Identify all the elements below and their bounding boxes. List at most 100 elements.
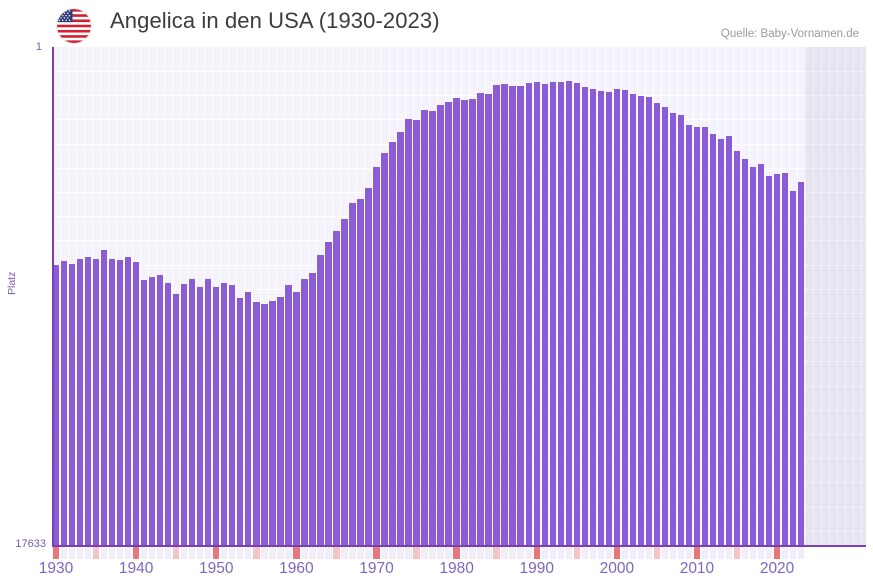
bar-1990[interactable] [533, 82, 540, 545]
bar-2018[interactable] [757, 163, 765, 545]
bar-1950[interactable] [213, 287, 220, 545]
bar-2007[interactable] [669, 113, 677, 545]
bar-1948[interactable] [197, 287, 204, 545]
bar-1995[interactable] [573, 83, 580, 545]
bar-1983[interactable] [477, 93, 484, 545]
bar-1991[interactable] [541, 84, 548, 545]
bar-1985[interactable] [493, 85, 500, 545]
bar-1998[interactable] [597, 91, 604, 545]
bar-1982[interactable] [469, 99, 476, 545]
bar-2016[interactable] [741, 159, 749, 545]
bar-1956[interactable] [261, 304, 268, 545]
bar-2021[interactable] [781, 172, 789, 545]
bar-1970[interactable] [373, 166, 380, 545]
bar-1977[interactable] [429, 111, 436, 545]
gridline-vertical [76, 47, 78, 545]
bar-2019[interactable] [765, 175, 773, 545]
bar-2022[interactable] [789, 190, 797, 545]
bar-1954[interactable] [245, 292, 252, 545]
bar-2002[interactable] [629, 94, 637, 545]
bar-1971[interactable] [381, 153, 388, 545]
bar-1967[interactable] [349, 202, 356, 545]
bar-1984[interactable] [485, 94, 492, 545]
bar-1969[interactable] [365, 187, 372, 545]
x-tick-1995 [573, 547, 580, 559]
gridline-vertical [524, 47, 526, 545]
bar-1957[interactable] [269, 301, 276, 545]
bar-1955[interactable] [253, 302, 260, 545]
bar-2000[interactable] [613, 89, 621, 545]
bar-1958[interactable] [277, 297, 284, 545]
bar-2012[interactable] [709, 134, 717, 545]
x-tick-2007 [669, 547, 677, 559]
bar-2006[interactable] [661, 107, 669, 545]
bar-1965[interactable] [333, 230, 340, 545]
bar-1981[interactable] [461, 100, 468, 545]
bar-1930[interactable] [52, 265, 60, 545]
bar-1932[interactable] [68, 264, 76, 545]
bar-1960[interactable] [293, 292, 300, 545]
bar-1936[interactable] [100, 250, 108, 545]
bar-1942[interactable] [148, 277, 156, 545]
bar-1987[interactable] [509, 86, 516, 545]
bar-1946[interactable] [180, 284, 188, 545]
bar-1975[interactable] [413, 120, 420, 545]
bar-1978[interactable] [437, 105, 444, 545]
bar-2015[interactable] [733, 151, 741, 545]
bar-2009[interactable] [685, 125, 693, 545]
bar-1996[interactable] [581, 87, 588, 545]
bar-1959[interactable] [285, 285, 292, 545]
bar-1963[interactable] [317, 255, 324, 545]
bar-1951[interactable] [221, 283, 228, 545]
bar-1962[interactable] [309, 273, 316, 545]
bar-1994[interactable] [565, 81, 572, 545]
bar-2004[interactable] [645, 97, 653, 545]
bar-1961[interactable] [301, 279, 308, 545]
bar-2008[interactable] [677, 115, 685, 545]
bar-2013[interactable] [717, 139, 725, 545]
bar-1979[interactable] [445, 102, 452, 545]
bar-1952[interactable] [229, 285, 236, 545]
bar-1945[interactable] [172, 294, 180, 545]
bar-1980[interactable] [453, 98, 460, 545]
bar-1937[interactable] [108, 259, 116, 545]
bar-1935[interactable] [92, 259, 100, 545]
bar-1968[interactable] [357, 198, 364, 545]
bar-2023[interactable] [797, 181, 805, 545]
bar-1993[interactable] [557, 82, 564, 545]
bar-1973[interactable] [397, 132, 404, 545]
bar-2010[interactable] [693, 127, 701, 545]
bar-1940[interactable] [132, 262, 140, 545]
bar-1953[interactable] [237, 298, 244, 545]
bar-2005[interactable] [653, 103, 661, 545]
bar-1947[interactable] [189, 279, 196, 545]
bar-2001[interactable] [621, 90, 629, 545]
bar-1999[interactable] [605, 92, 613, 545]
bar-1931[interactable] [60, 261, 68, 545]
bar-1986[interactable] [501, 84, 508, 545]
bar-1974[interactable] [405, 119, 412, 545]
bar-1997[interactable] [589, 89, 596, 545]
bar-1949[interactable] [205, 279, 212, 545]
gridline-vertical [388, 47, 390, 545]
bar-2020[interactable] [773, 173, 781, 545]
bar-2017[interactable] [749, 166, 757, 545]
bar-1988[interactable] [517, 86, 524, 545]
bar-1992[interactable] [549, 82, 556, 545]
bar-1933[interactable] [76, 259, 84, 545]
bar-1941[interactable] [140, 280, 148, 545]
bar-1972[interactable] [389, 142, 396, 545]
bar-1934[interactable] [84, 257, 92, 545]
bar-1966[interactable] [341, 218, 348, 545]
bar-2011[interactable] [701, 127, 709, 545]
bar-2003[interactable] [637, 96, 645, 545]
bar-2014[interactable] [725, 136, 733, 545]
bar-1939[interactable] [124, 257, 132, 545]
gridline-vertical [396, 47, 398, 545]
bar-1976[interactable] [421, 110, 428, 545]
bar-1943[interactable] [156, 275, 164, 545]
bar-1989[interactable] [525, 83, 532, 545]
bar-1964[interactable] [325, 241, 332, 545]
bar-1944[interactable] [164, 283, 172, 545]
bar-1938[interactable] [116, 260, 124, 545]
